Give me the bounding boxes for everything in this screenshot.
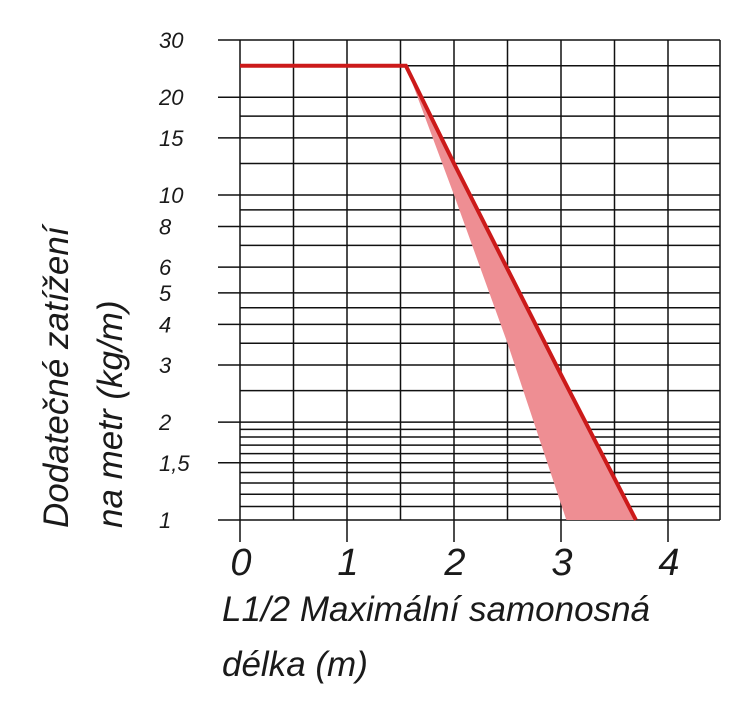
y-axis-title-line-1: Dodatečné zatížení [37,223,76,528]
x-axis-title-line-2: délka (m) [222,645,368,684]
x-tick-label: 0 [230,542,251,584]
series-layer [240,63,638,521]
y-tick-label: 10 [159,183,184,208]
y-tick-label: 1,5 [159,451,190,476]
y-tick-label: 2 [158,410,171,435]
y-tick-label: 3 [159,353,172,378]
y-tick-label: 1 [159,508,171,533]
y-tick-label: 8 [159,215,172,240]
series-line [240,63,638,521]
y-tick-label: 30 [159,28,184,53]
x-axis-title-line-1: L1/2 Maximální samonosná [222,590,650,629]
y-tick-label: 4 [159,312,171,337]
x-tick-label: 3 [551,542,572,584]
y-tick-label: 5 [159,281,172,306]
grid [218,39,721,542]
y-tick-label: 20 [158,85,184,110]
x-tick-label: 2 [443,542,465,584]
x-tick-label: 4 [658,542,679,584]
y-tick-label: 6 [159,255,172,280]
y-axis-title-line-2: na metr (kg/m) [91,300,130,528]
y-tick-labels: 1 1,5 2 3 4 56 8 10 15 20 30 [158,28,190,533]
x-tick-label: 1 [337,542,358,584]
y-tick-label: 15 [159,126,184,151]
x-tick-labels: 0 1 2 3 4 [230,542,679,584]
